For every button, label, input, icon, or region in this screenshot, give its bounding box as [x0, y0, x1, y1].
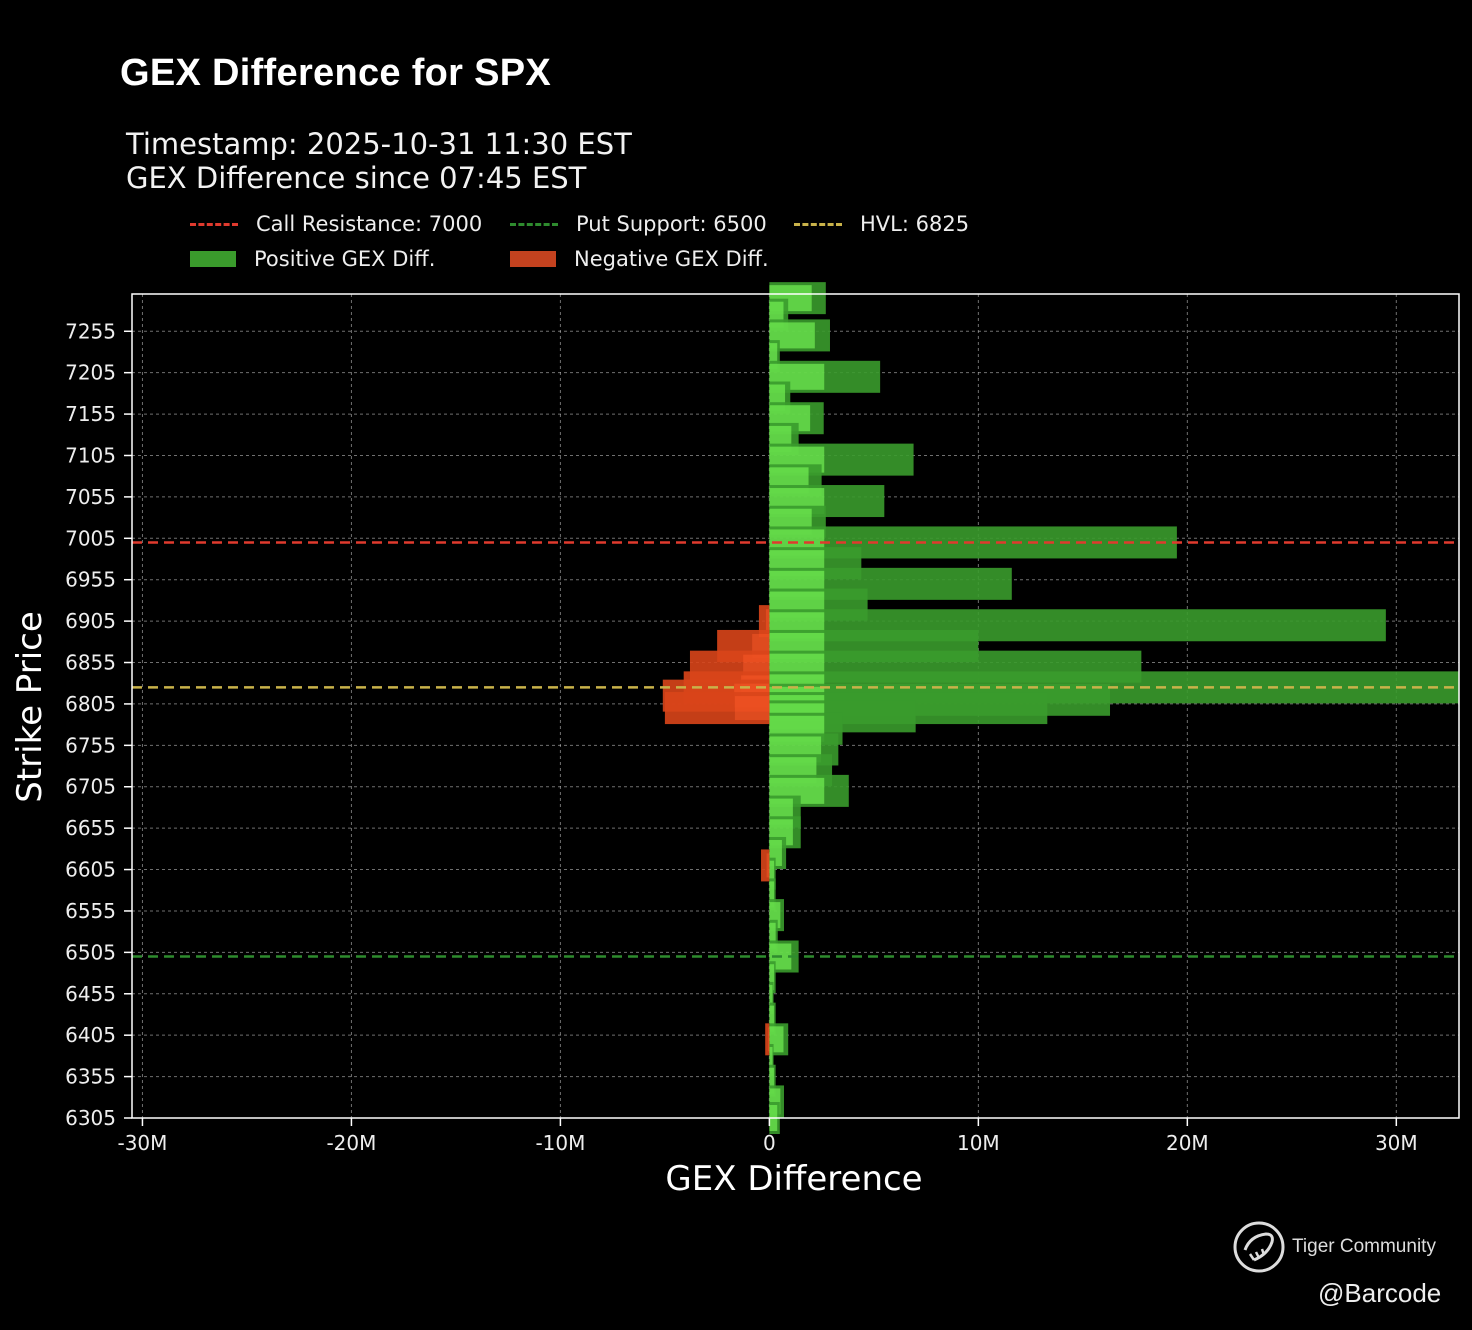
y-tick-label: 6355 [65, 1065, 116, 1089]
legend-negative-swatch-icon [510, 251, 556, 267]
y-tick-label: 6905 [65, 609, 116, 633]
y-tick-label: 6305 [65, 1106, 116, 1130]
x-tick-label: 20M [1166, 1131, 1209, 1155]
y-tick-label: 7055 [65, 485, 116, 509]
y-tick-label: 6855 [65, 651, 116, 675]
timestamp-line: Timestamp: 2025-10-31 11:30 EST [126, 127, 632, 161]
x-axis-label: GEX Difference [665, 1159, 922, 1199]
y-axis-ticks: 6305 6355 6405 6455 6505 6555 6605 6655 6705 6755… [65, 319, 132, 1130]
legend-negative-label: Negative GEX Diff. [574, 247, 769, 271]
legend-put-support: Put Support: 6500 [510, 212, 767, 236]
y-tick-label: 6805 [65, 692, 116, 716]
x-tick-label: 30M [1375, 1131, 1418, 1155]
positive-gex-bar-core [769, 860, 775, 887]
x-tick-label: -20M [326, 1131, 376, 1155]
legend-positive-label: Positive GEX Diff. [254, 247, 436, 271]
y-tick-label: 6755 [65, 733, 116, 757]
bars [662, 282, 1459, 1134]
y-tick-label: 6955 [65, 568, 116, 592]
legend-yellow-dash-icon [794, 222, 842, 226]
y-tick-label: 7155 [65, 402, 116, 426]
watermark: Tiger Community [1232, 1220, 1436, 1274]
y-tick-label: 6605 [65, 858, 116, 882]
positive-gex-bar-core [769, 1047, 773, 1074]
negative-gex-bar [664, 692, 770, 725]
y-tick-label: 7005 [65, 526, 116, 550]
y-tick-label: 7205 [65, 361, 116, 385]
legend-green-dash-icon [510, 222, 558, 226]
x-tick-label: -30M [117, 1131, 167, 1155]
watermark-brand: Tiger Community [1292, 1236, 1436, 1257]
negative-gex-bar [765, 1023, 770, 1056]
plot-frame [131, 293, 1460, 1119]
y-tick-label: 6705 [65, 775, 116, 799]
positive-gex-bar-core [769, 964, 775, 991]
negative-gex-bar-core [766, 853, 770, 878]
y-tick-label: 6505 [65, 940, 116, 964]
y-tick-label: 6455 [65, 982, 116, 1006]
negative-gex-bar [758, 605, 770, 638]
legend-hvl-label: HVL: 6825 [860, 212, 970, 236]
watermark-handle: @Barcode [1318, 1278, 1442, 1308]
negative-gex-bar-core [734, 696, 770, 721]
legend-red-dash-icon [190, 222, 238, 226]
positive-gex-bar-core [769, 1067, 775, 1094]
y-tick-label: 7105 [65, 443, 116, 467]
positive-gex-bar-core [769, 881, 775, 908]
legend-negative: Negative GEX Diff. [510, 247, 769, 271]
x-axis-ticks: -30M -20M -10M 0 10M 20M 30M [117, 1118, 1418, 1155]
negative-gex-bar-core [767, 1027, 770, 1052]
legend-call-resistance-label: Call Resistance: 7000 [256, 212, 483, 236]
chart-title: GEX Difference for SPX [120, 52, 552, 94]
x-tick-label: -10M [535, 1131, 585, 1155]
positive-gex-bar-core [769, 922, 776, 949]
reference-lines [132, 541, 1459, 958]
positive-gex-bar-core [769, 343, 778, 370]
legend-call-resistance: Call Resistance: 7000 [190, 212, 482, 236]
positive-gex-bar-core [769, 1088, 781, 1115]
positive-gex-bar-core [769, 902, 781, 929]
x-tick-label: 0 [763, 1131, 776, 1155]
tiger-logo-icon [1233, 1221, 1285, 1273]
y-axis-label: Strike Price [10, 611, 50, 802]
y-tick-label: 7255 [65, 319, 116, 343]
legend-positive: Positive GEX Diff. [190, 247, 435, 271]
positive-gex-bar-core [769, 984, 773, 1011]
legend-hvl: HVL: 6825 [794, 212, 969, 236]
legend-put-support-label: Put Support: 6500 [576, 212, 767, 236]
legend-positive-swatch-icon [190, 251, 236, 267]
y-tick-label: 6655 [65, 816, 116, 840]
positive-gex-bar-core [769, 1005, 775, 1032]
x-tick-label: 10M [957, 1131, 1000, 1155]
negative-gex-bar [761, 849, 770, 882]
y-tick-label: 6555 [65, 899, 116, 923]
negative-gex-bar-core [765, 609, 770, 634]
y-tick-label: 6405 [65, 1023, 116, 1047]
since-line: GEX Difference since 07:45 EST [126, 161, 587, 195]
